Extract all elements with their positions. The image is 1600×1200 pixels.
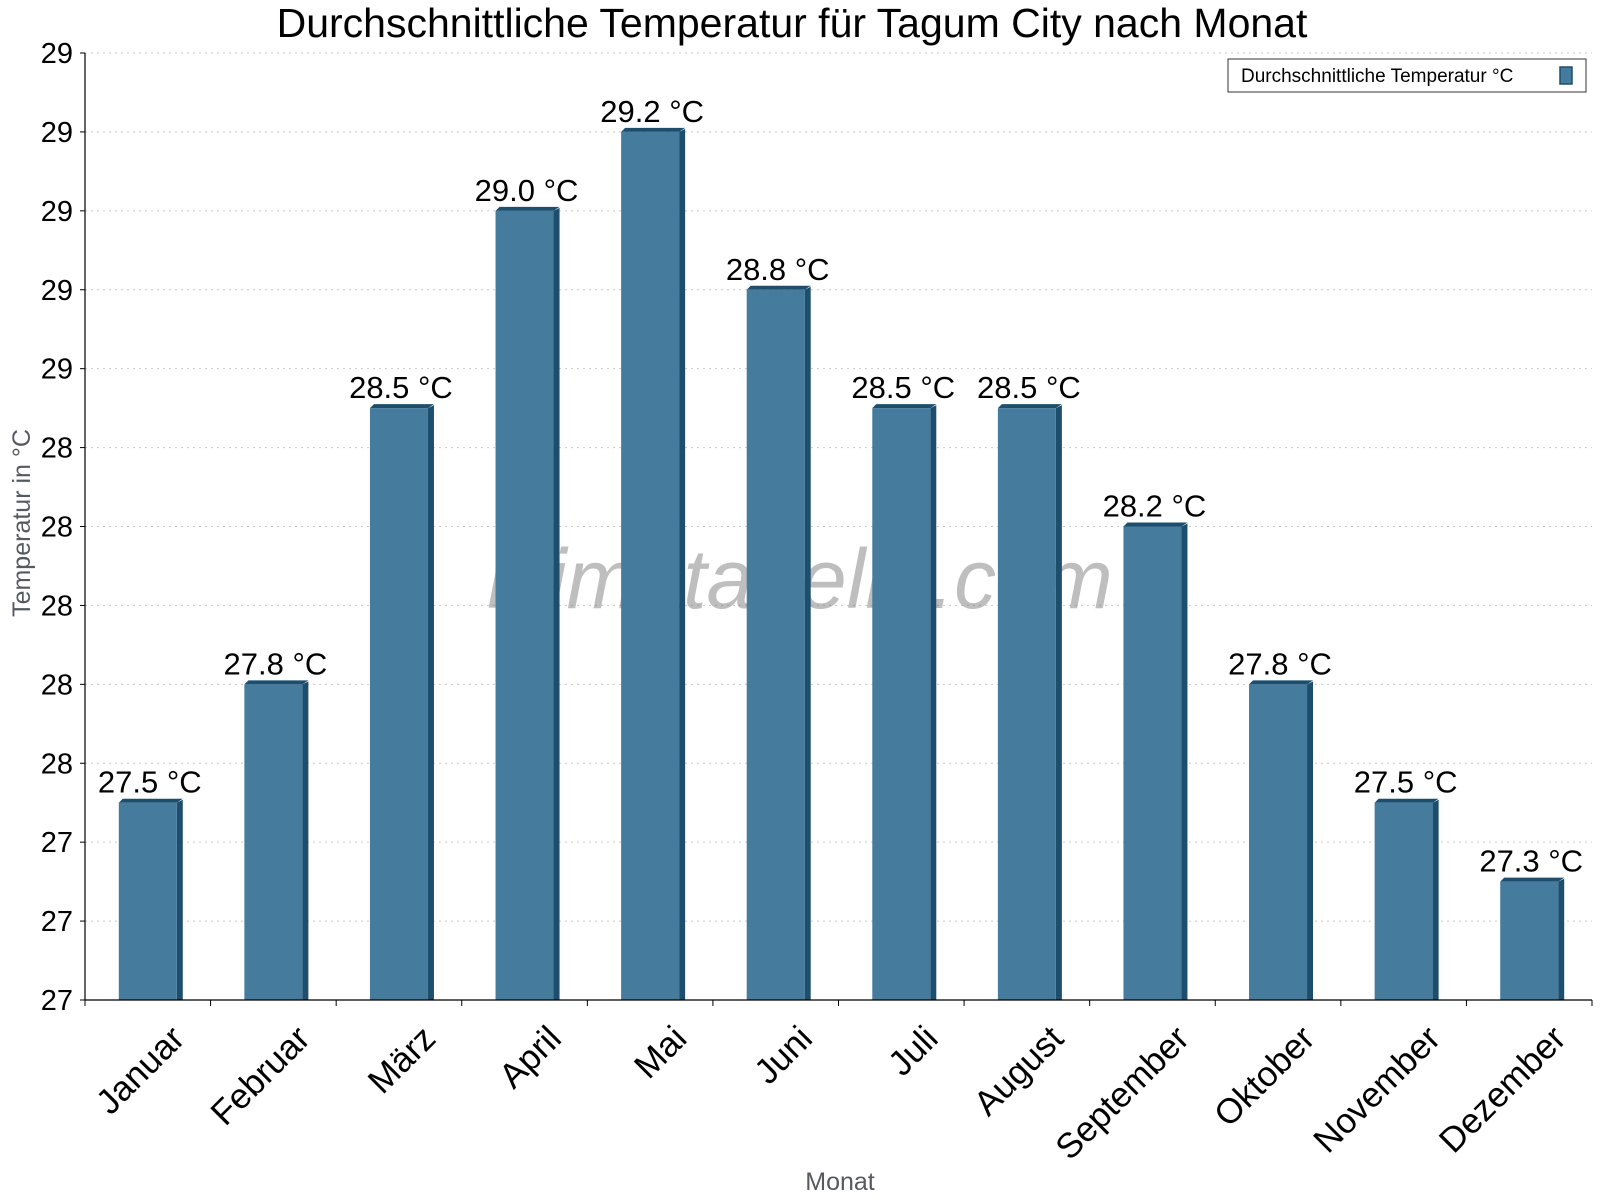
bar [1500, 881, 1559, 1000]
data-label: 29.0 °C [475, 173, 579, 208]
x-tick-label: Oktober [1207, 1018, 1323, 1134]
y-tick-label: 28 [41, 669, 73, 701]
legend-box [1227, 58, 1587, 93]
x-axis-title: Monat [805, 1168, 875, 1196]
x-tick-label: Januar [89, 1018, 192, 1121]
y-tick-label: 28 [41, 748, 73, 780]
bar-side [427, 405, 434, 1000]
bar-side [1181, 523, 1188, 1000]
y-tick-label: 29 [41, 117, 73, 149]
x-tick-label: August [966, 1018, 1071, 1123]
bar-side [1307, 681, 1314, 1000]
bar-side [302, 681, 309, 1000]
bar-side [1055, 405, 1062, 1000]
data-label: 27.3 °C [1479, 844, 1583, 879]
bar-top [1500, 877, 1565, 882]
legend: Durchschnittliche Temperatur °C [1227, 58, 1587, 93]
x-tick-label: April [492, 1019, 569, 1096]
y-axis-ticks: 27 27 27 28 28 28 28 28 29 29 29 29 29 [41, 38, 85, 1017]
data-label: 28.8 °C [726, 252, 830, 287]
bar-top [369, 404, 434, 409]
data-label: 27.8 °C [1228, 646, 1332, 681]
y-tick-label: 29 [41, 354, 73, 386]
bar [872, 408, 931, 1000]
bar-top [495, 206, 560, 211]
bar-side [176, 799, 183, 1000]
bar-series [118, 127, 1565, 1001]
x-tick-label: März [361, 1019, 444, 1102]
y-tick-label: 27 [41, 906, 73, 938]
x-axis-ticks: Januar Februar März April Mai Juni Juli AugustS… [84, 1000, 1593, 1167]
data-label: 28.5 °C [977, 370, 1081, 405]
bar-top [621, 127, 686, 132]
data-label: 27.5 °C [1354, 765, 1458, 800]
bar-top [244, 680, 309, 685]
y-tick-label: 28 [41, 433, 73, 465]
chart-title: Durchschnittliche Temperatur für Tagum C… [277, 0, 1308, 46]
y-tick-label: 29 [41, 275, 73, 307]
x-tick-label: Juni [747, 1019, 820, 1092]
gridlines [85, 52, 1592, 922]
bar-top [1249, 680, 1314, 685]
bar-top [1123, 522, 1188, 527]
y-tick-label: 27 [41, 827, 73, 859]
bar [997, 408, 1056, 1000]
y-axis-title: Temperatur in °C [8, 429, 36, 617]
y-tick-label: 28 [41, 512, 73, 544]
bar-top [118, 798, 183, 803]
y-tick-label: 29 [41, 196, 73, 228]
y-tick-label: 29 [41, 38, 73, 70]
bar-side [804, 286, 811, 1000]
y-tick-label: 27 [41, 985, 73, 1017]
bar-side [1432, 799, 1439, 1000]
data-label: 29.2 °C [600, 94, 704, 129]
data-labels: 27.5 °C 27.8 °C 28.5 °C 29.0 °C 29.2 °C 28.8 … [98, 94, 1583, 879]
bar-side [679, 128, 686, 1000]
x-tick-label: November [1306, 1018, 1448, 1160]
bar [1249, 684, 1308, 1000]
axes [84, 53, 1592, 1001]
bar [369, 408, 428, 1000]
data-label: 28.5 °C [349, 370, 453, 405]
y-tick-label: 28 [41, 590, 73, 622]
bar-top [1374, 798, 1439, 803]
x-tick-label: Februar [203, 1018, 317, 1132]
legend-label: Durchschnittliche Temperatur °C [1241, 66, 1513, 87]
bar-top [997, 404, 1062, 409]
legend-swatch [1559, 66, 1573, 85]
data-label: 28.2 °C [1103, 489, 1207, 524]
bar [621, 131, 680, 1000]
x-tick-label: Dezember [1432, 1018, 1574, 1160]
bar-side [930, 405, 937, 1000]
bar [244, 684, 303, 1000]
x-tick-label: Mai [627, 1019, 694, 1086]
bar [746, 289, 805, 1000]
data-label: 27.8 °C [224, 646, 328, 681]
data-label: 28.5 °C [851, 370, 955, 405]
x-tick-label: September [1048, 1018, 1197, 1167]
bar [1123, 526, 1182, 1000]
data-label: 27.5 °C [98, 765, 202, 800]
x-tick-label: Juli [881, 1019, 946, 1084]
bar [495, 210, 554, 1001]
bar-top [746, 285, 811, 290]
bar-side [553, 207, 560, 1001]
bar [118, 802, 177, 1000]
bar-top [872, 404, 937, 409]
bar-side [1558, 878, 1565, 1000]
bar [1374, 802, 1433, 1000]
